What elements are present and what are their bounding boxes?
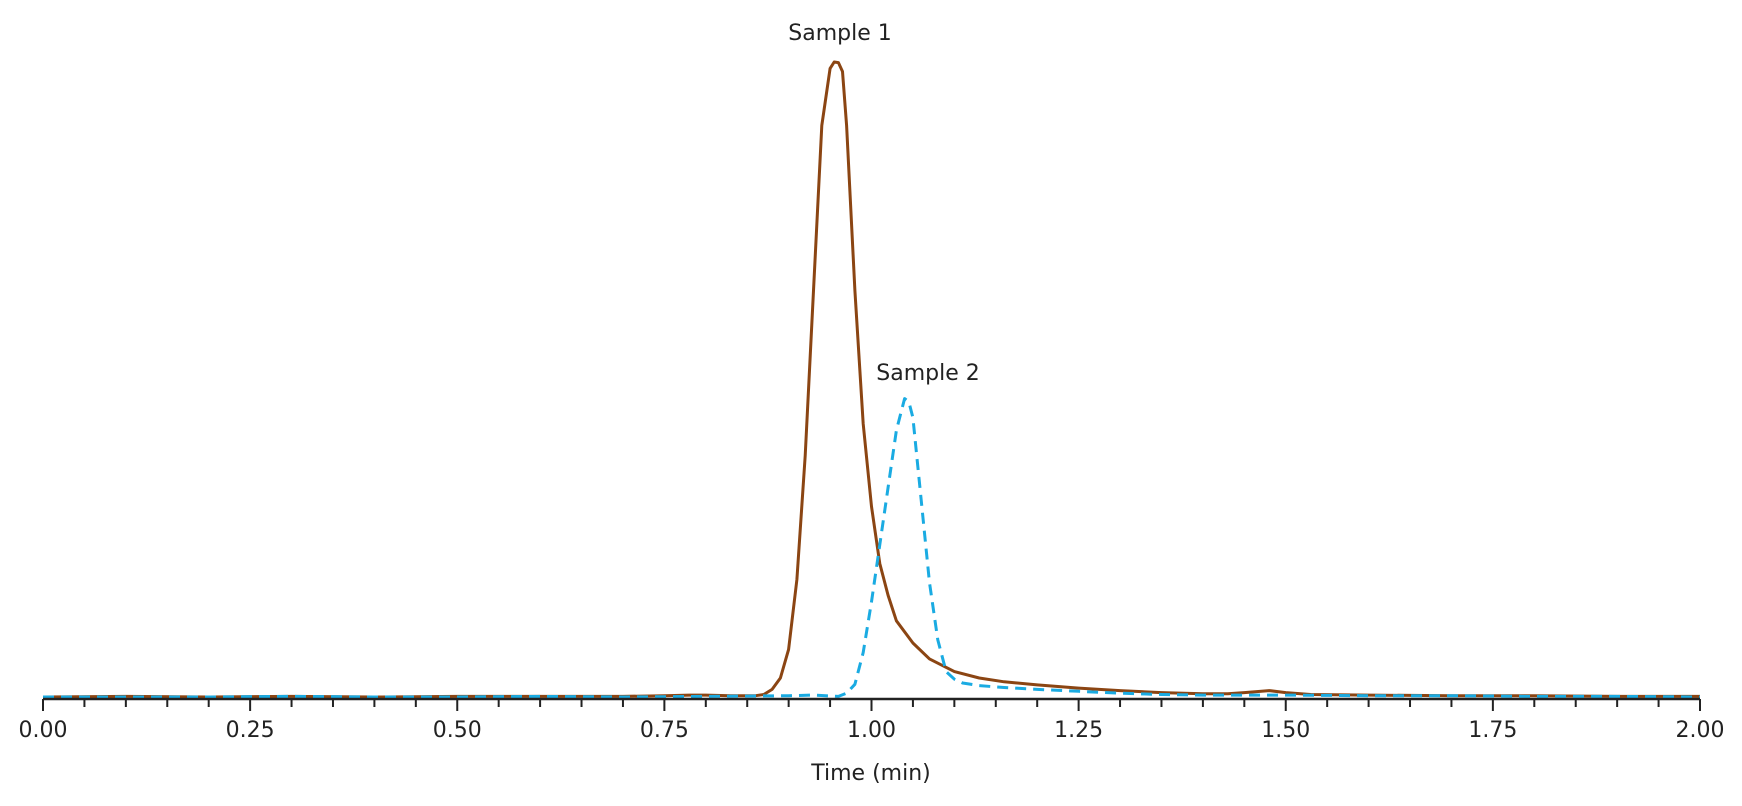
x-tick-label: 1.75 bbox=[1468, 718, 1517, 743]
x-tick-label: 1.50 bbox=[1261, 718, 1310, 743]
x-axis: 0.00 0.25 0.50 0.75 1.00 1.25 1.50 1.75 2.00 bbox=[19, 697, 1725, 743]
sample-2-label: Sample 2 bbox=[876, 361, 979, 386]
x-tick-label: 0.75 bbox=[640, 718, 689, 743]
x-axis-title: Time (min) bbox=[810, 761, 931, 786]
sample-2-trace bbox=[43, 397, 1701, 699]
plot-area bbox=[42, 60, 1701, 699]
x-tick-label: 0.00 bbox=[19, 718, 68, 743]
x-axis-ticks bbox=[42, 699, 1701, 711]
sample-1-label: Sample 1 bbox=[788, 21, 891, 46]
x-tick-label: 1.25 bbox=[1054, 718, 1103, 743]
x-tick-label: 2.00 bbox=[1676, 718, 1725, 743]
x-tick-label: 1.00 bbox=[847, 718, 896, 743]
x-axis-tick-labels: 0.00 0.25 0.50 0.75 1.00 1.25 1.50 1.75 2.00 bbox=[19, 718, 1725, 743]
x-tick-label: 0.25 bbox=[226, 718, 275, 743]
x-tick-label: 0.50 bbox=[433, 718, 482, 743]
